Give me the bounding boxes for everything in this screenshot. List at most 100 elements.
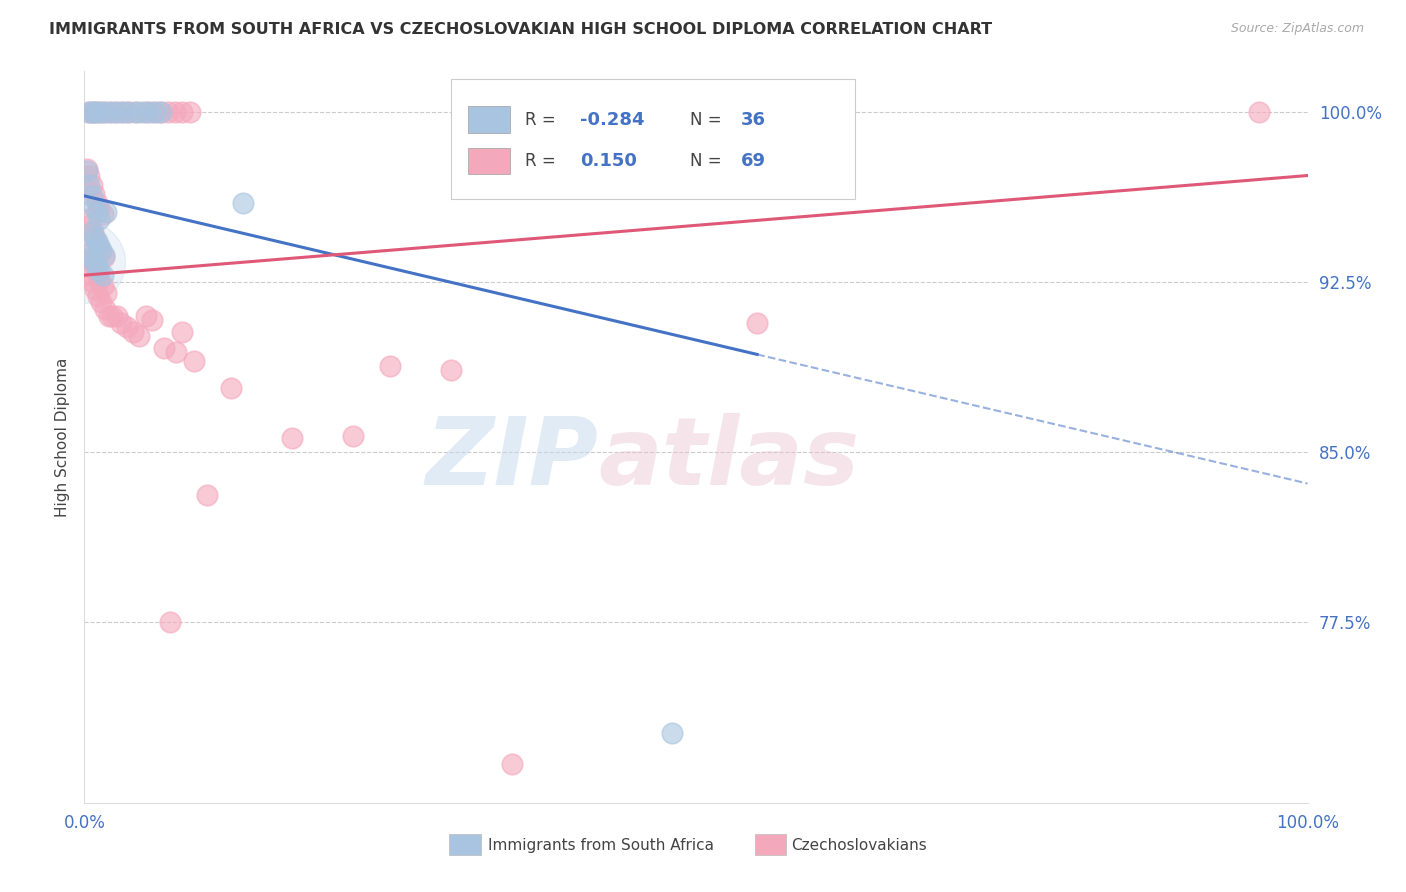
Point	[86, 195, 108, 210]
Text: R =: R =	[524, 111, 561, 128]
Point	[87, 105, 110, 120]
Point	[142, 105, 165, 120]
Point	[125, 105, 148, 120]
Point	[86, 259, 108, 273]
Point	[150, 105, 173, 120]
Point	[149, 105, 172, 120]
Point	[77, 178, 100, 192]
Point	[83, 200, 105, 214]
Text: N =: N =	[690, 153, 727, 170]
Point	[93, 105, 115, 120]
Point	[111, 105, 134, 120]
FancyBboxPatch shape	[468, 147, 510, 175]
Point	[195, 488, 218, 502]
Point	[110, 316, 132, 330]
Text: Source: ZipAtlas.com: Source: ZipAtlas.com	[1230, 22, 1364, 36]
Text: Immigrants from South Africa: Immigrants from South Africa	[488, 838, 714, 853]
Point	[747, 316, 769, 330]
Point	[77, 245, 100, 260]
FancyBboxPatch shape	[468, 106, 510, 133]
Point	[79, 219, 101, 233]
Point	[156, 105, 179, 120]
Point	[141, 313, 163, 327]
Point	[91, 207, 114, 221]
Point	[281, 431, 304, 445]
Text: -0.284: -0.284	[579, 111, 644, 128]
Point	[80, 250, 103, 264]
Point	[136, 105, 159, 120]
Point	[440, 363, 463, 377]
Point	[83, 186, 105, 201]
Point	[98, 105, 121, 120]
Point	[163, 105, 186, 120]
Text: ZIP: ZIP	[425, 413, 598, 505]
Point	[219, 381, 242, 395]
Point	[89, 245, 111, 260]
Point	[76, 161, 98, 176]
Point	[87, 211, 110, 226]
Point	[77, 211, 100, 226]
Text: R =: R =	[524, 153, 561, 170]
Point	[84, 282, 107, 296]
Point	[105, 309, 128, 323]
Point	[165, 345, 187, 359]
Point	[1247, 105, 1270, 120]
Point	[84, 105, 107, 120]
Point	[76, 164, 98, 178]
Point	[153, 341, 176, 355]
Point	[183, 354, 205, 368]
Point	[83, 259, 105, 273]
Point	[79, 268, 101, 282]
Point	[82, 105, 104, 120]
Point	[93, 105, 115, 120]
Point	[342, 429, 364, 443]
Point	[135, 309, 157, 323]
Point	[87, 238, 110, 252]
Point	[111, 105, 134, 120]
Point	[159, 615, 181, 629]
FancyBboxPatch shape	[451, 78, 855, 200]
Point	[82, 225, 104, 239]
Point	[661, 725, 683, 739]
Point	[86, 234, 108, 248]
Point	[105, 105, 128, 120]
Text: 36: 36	[741, 111, 766, 128]
Point	[96, 204, 118, 219]
Text: IMMIGRANTS FROM SOUTH AFRICA VS CZECHOSLOVAKIAN HIGH SCHOOL DIPLOMA CORRELATION : IMMIGRANTS FROM SOUTH AFRICA VS CZECHOSL…	[49, 22, 993, 37]
Point	[172, 105, 194, 120]
Point	[179, 105, 201, 120]
Point	[77, 245, 100, 260]
Point	[135, 105, 157, 120]
Text: 0.150: 0.150	[579, 153, 637, 170]
Point	[84, 105, 107, 120]
Point	[143, 105, 166, 120]
Point	[77, 105, 100, 120]
Text: N =: N =	[690, 111, 727, 128]
Point	[87, 238, 110, 252]
Point	[83, 254, 105, 268]
Point	[502, 757, 524, 772]
Point	[77, 105, 100, 120]
Point	[77, 169, 100, 183]
Point	[105, 105, 128, 120]
Point	[125, 105, 148, 120]
Point	[380, 359, 402, 373]
Point	[86, 266, 108, 280]
Text: atlas: atlas	[598, 413, 859, 505]
Point	[117, 105, 139, 120]
Point	[93, 248, 115, 262]
Point	[80, 178, 103, 192]
Point	[73, 254, 96, 268]
Point	[82, 105, 104, 120]
Point	[87, 273, 110, 287]
Point	[128, 329, 150, 343]
Point	[94, 302, 117, 317]
Point	[87, 288, 110, 302]
Point	[90, 295, 112, 310]
Point	[83, 229, 105, 244]
Point	[82, 275, 104, 289]
Y-axis label: High School Diploma: High School Diploma	[55, 358, 70, 516]
FancyBboxPatch shape	[449, 834, 481, 855]
Point	[93, 250, 115, 264]
Point	[87, 263, 110, 277]
